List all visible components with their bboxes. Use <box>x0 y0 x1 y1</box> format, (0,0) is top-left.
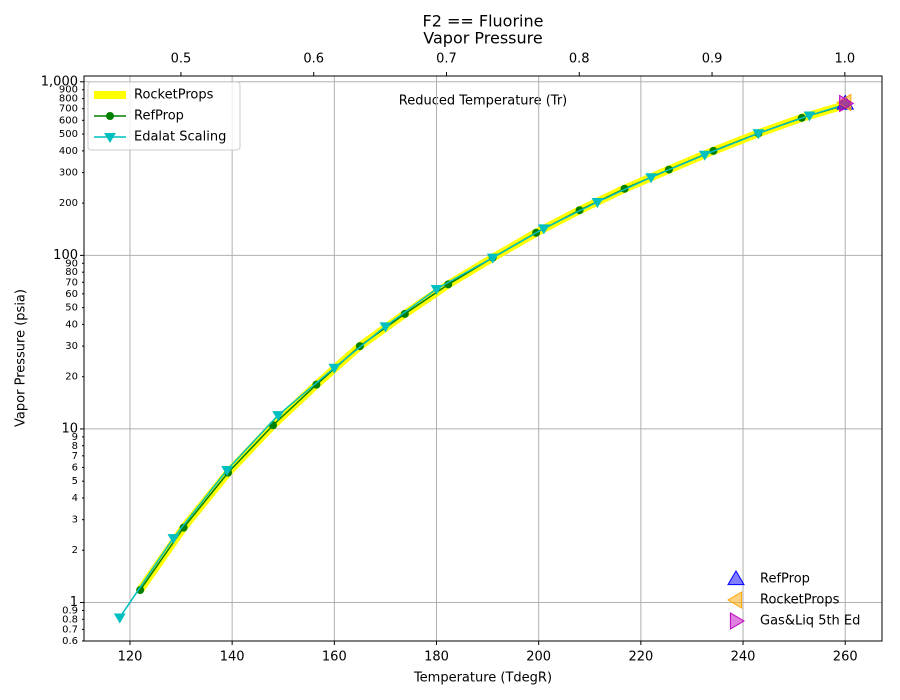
x2-tick-label: 0.9 <box>702 52 723 67</box>
marker <box>727 570 745 586</box>
y-minor-tick-label: 40 <box>65 319 78 330</box>
y-tick-label: 1,000 <box>41 74 78 89</box>
y-minor-tick-label: 90 <box>65 258 78 269</box>
marker <box>444 280 453 289</box>
y-minor-tick-label: 300 <box>59 168 78 179</box>
y-minor-tick-label: 600 <box>59 115 78 126</box>
x-tick-label: 200 <box>526 650 551 665</box>
y-minor-tick-label: 700 <box>59 104 78 115</box>
legend-label: RefProp <box>134 109 184 124</box>
y-minor-tick-label: 0.8 <box>62 614 78 625</box>
y-minor-tick-label: 3 <box>72 515 78 526</box>
marker <box>591 197 604 208</box>
marker <box>104 133 116 143</box>
legend-label: Gas&Liq 5th Ed <box>760 614 860 629</box>
x-tick-label: 180 <box>424 650 449 665</box>
x2-tick-label: 0.5 <box>171 52 192 67</box>
x2-tick-label: 1.0 <box>834 52 855 67</box>
marker <box>179 523 188 532</box>
x-tick-label: 240 <box>731 650 756 665</box>
marker <box>113 613 126 624</box>
x2-tick-label: 0.7 <box>436 52 457 67</box>
y-minor-tick-label: 200 <box>59 198 78 209</box>
y-tick-label: 1 <box>70 595 78 610</box>
marker <box>312 380 321 389</box>
marker <box>727 591 743 609</box>
y-axis-label: Vapor Pressure (psia) <box>14 289 29 427</box>
y-minor-tick-label: 30 <box>65 341 78 352</box>
y-minor-tick-label: 800 <box>59 94 78 105</box>
y-minor-tick-label: 80 <box>65 267 78 278</box>
chart-title: F2 == Fluorine <box>423 12 544 31</box>
y-minor-tick-label: 20 <box>65 372 78 383</box>
y-tick-label: 10 <box>61 421 78 436</box>
marker <box>221 465 233 476</box>
marker <box>430 285 443 295</box>
marker <box>645 173 657 184</box>
marker <box>379 322 392 333</box>
y-minor-tick-label: 9 <box>72 432 78 443</box>
plot-frame <box>83 75 883 642</box>
y-minor-tick-label: 0.6 <box>62 636 78 647</box>
y-minor-tick-label: 6 <box>72 462 78 473</box>
marker <box>106 112 114 120</box>
marker <box>839 94 855 113</box>
marker <box>400 309 409 318</box>
x2-tick-label: 0.6 <box>303 52 324 67</box>
legend-label: RefProp <box>760 572 810 587</box>
x-tick-label: 120 <box>118 650 143 665</box>
marker <box>803 111 816 122</box>
y-minor-tick-label: 50 <box>65 303 78 314</box>
y-minor-tick-label: 0.7 <box>62 624 78 635</box>
marker <box>136 586 145 595</box>
y-minor-tick-label: 5 <box>72 476 78 487</box>
y-minor-tick-label: 2 <box>72 545 78 556</box>
legend-label: Edalat Scaling <box>134 130 226 145</box>
legend-label: RocketProps <box>760 593 840 608</box>
y-tick-label: 100 <box>53 248 78 263</box>
y-minor-tick-label: 7 <box>72 451 78 462</box>
x-axis-label: Temperature (TdegR) <box>413 671 552 686</box>
y-minor-tick-label: 900 <box>59 85 78 96</box>
marker <box>269 421 278 430</box>
x-tick-label: 160 <box>322 650 347 665</box>
marker <box>729 612 745 630</box>
marker <box>698 150 711 161</box>
marker <box>486 253 499 264</box>
x-tick-label: 140 <box>220 650 245 665</box>
marker <box>537 224 550 235</box>
x-tick-label: 220 <box>628 650 653 665</box>
y-minor-tick-label: 0.9 <box>62 605 78 616</box>
legend-label: RocketProps <box>134 88 214 103</box>
x2-tick-label: 0.8 <box>569 52 590 67</box>
y-minor-tick-label: 400 <box>59 146 78 157</box>
y-minor-tick-label: 4 <box>72 493 78 504</box>
marker <box>167 534 180 545</box>
marker <box>272 411 285 422</box>
y-minor-tick-label: 8 <box>72 441 78 452</box>
x2-axis-label: Reduced Temperature (Tr) <box>399 94 567 109</box>
y-minor-tick-label: 70 <box>65 277 78 288</box>
chart-subtitle: Vapor Pressure <box>423 29 542 48</box>
marker <box>328 363 341 374</box>
x-tick-label: 260 <box>833 650 858 665</box>
y-minor-tick-label: 500 <box>59 129 78 140</box>
y-minor-tick-label: 60 <box>65 289 78 300</box>
marker <box>752 129 765 140</box>
